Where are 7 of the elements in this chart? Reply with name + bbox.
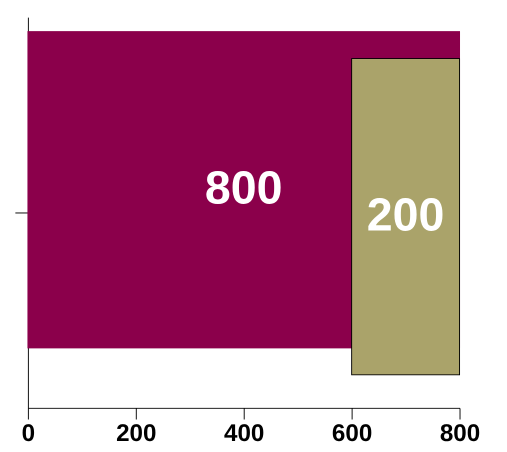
x-tick-label: 800 xyxy=(440,420,480,447)
x-tick-label: 200 xyxy=(116,420,156,447)
data-label: 200 xyxy=(366,188,444,241)
x-tick-label: 0 xyxy=(22,420,36,447)
data-label: 800 xyxy=(204,162,283,214)
x-tick-label: 400 xyxy=(224,420,264,447)
x-tick-label: 600 xyxy=(332,420,372,447)
